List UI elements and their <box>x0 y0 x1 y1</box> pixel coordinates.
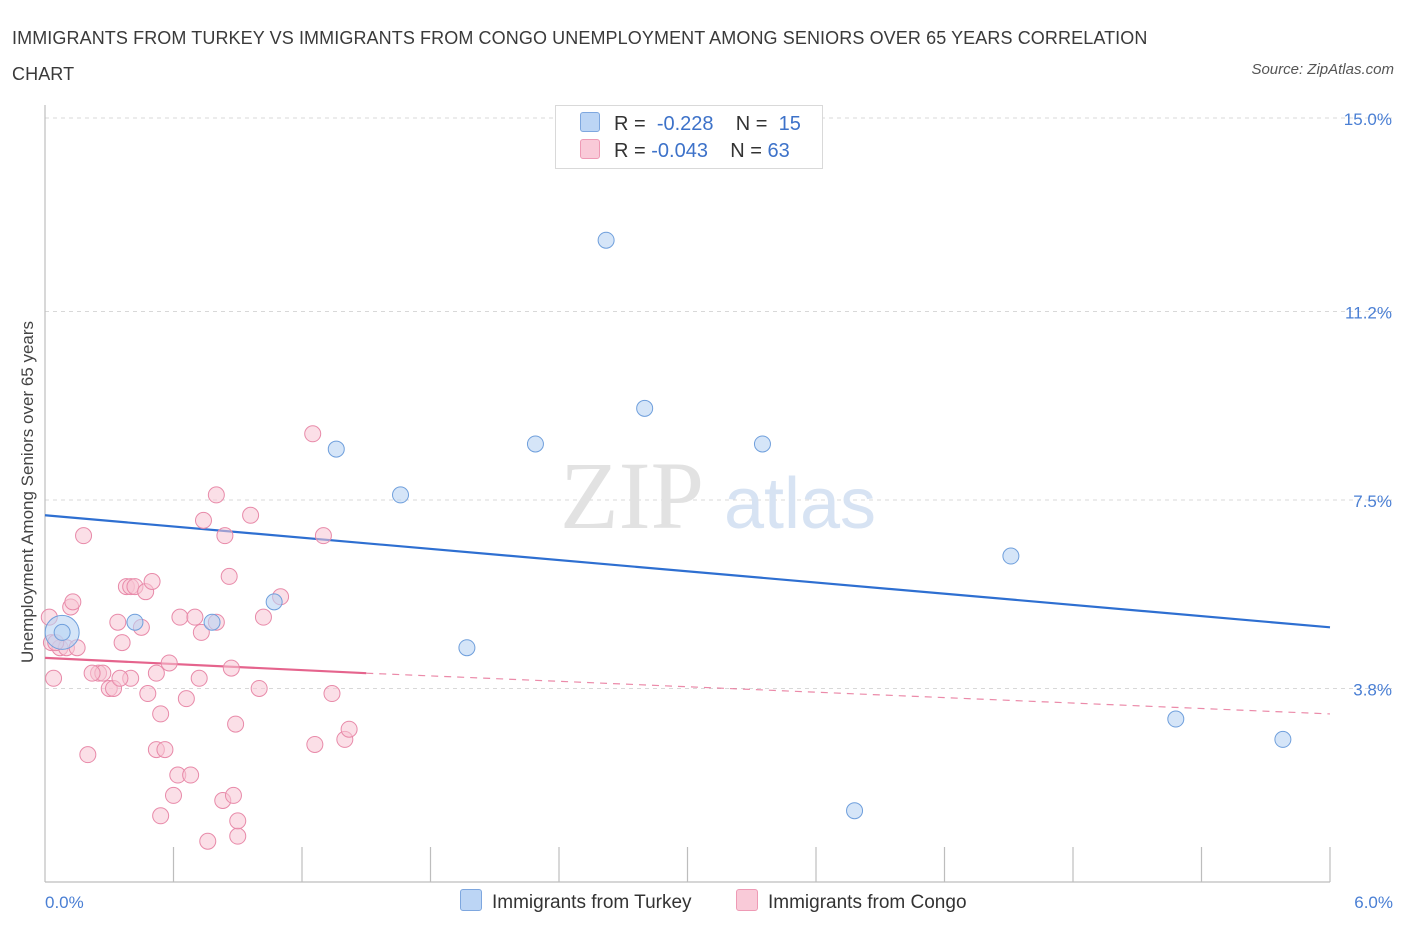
point-congo <box>220 567 238 585</box>
point-turkey <box>1274 730 1292 748</box>
point-congo <box>306 735 324 753</box>
r-value: -0.043 <box>651 140 708 162</box>
r-value: -0.228 <box>656 113 714 135</box>
point-congo <box>207 486 225 504</box>
point-congo <box>111 669 129 687</box>
point-congo <box>165 786 182 804</box>
point-turkey <box>265 593 283 611</box>
r-label: R = <box>614 113 646 135</box>
point-congo <box>75 527 93 545</box>
point-congo <box>177 690 195 708</box>
point-turkey <box>327 440 345 458</box>
legend-item-turkey: Immigrants from Turkey <box>460 889 692 914</box>
point-congo <box>323 685 341 703</box>
point-congo <box>194 511 212 529</box>
point-congo <box>186 608 204 626</box>
legend-label-congo: Immigrants from Congo <box>768 892 967 913</box>
point-congo <box>182 766 200 784</box>
point-turkey <box>636 399 654 417</box>
point-congo <box>113 634 131 652</box>
point-congo <box>199 832 217 850</box>
point-congo <box>222 659 240 677</box>
point-congo <box>224 786 242 804</box>
y-tick-label: 7.5% <box>1353 492 1392 511</box>
n-label: N = <box>735 113 768 135</box>
point-turkey <box>753 435 771 453</box>
watermark: ZIP atlas <box>560 442 876 549</box>
point-congo <box>229 827 247 845</box>
point-turkey <box>392 486 410 504</box>
point-congo <box>64 593 82 611</box>
point-congo <box>216 527 234 545</box>
stats-legend: R = -0.228 N = 15 R = -0.043 N = 63 <box>555 105 823 169</box>
chart-title: IMMIGRANTS FROM TURKEY VS IMMIGRANTS FRO… <box>12 28 1148 84</box>
point-turkey <box>526 435 544 453</box>
r-label: R = <box>614 140 646 162</box>
point-turkey <box>53 623 71 641</box>
n-value: 15 <box>778 113 801 135</box>
point-congo <box>314 527 332 545</box>
point-congo <box>109 613 127 631</box>
tick-labels: 3.8% 7.5% 11.2% 15.0% 0.0% 6.0% <box>45 110 1393 912</box>
n-label: N = <box>730 140 762 162</box>
point-congo <box>139 685 157 703</box>
point-congo <box>229 812 247 830</box>
turkey-legend-swatch <box>460 889 482 911</box>
point-congo <box>190 669 208 687</box>
legend-item-congo: Immigrants from Congo <box>736 889 967 914</box>
point-congo <box>192 623 210 641</box>
point-congo <box>340 720 358 738</box>
congo-swatch <box>580 139 600 159</box>
x-tick-label: 0.0% <box>45 893 84 912</box>
point-congo <box>304 425 322 443</box>
point-congo <box>160 654 178 672</box>
trend-line-congo-extension <box>366 672 1331 715</box>
trend-line-congo <box>44 656 367 675</box>
point-turkey <box>458 639 476 657</box>
x-tick-label: 6.0% <box>1354 893 1393 912</box>
point-turkey <box>846 802 864 820</box>
point-congo <box>152 705 170 723</box>
point-turkey <box>203 613 221 631</box>
n-value: 63 <box>767 140 790 162</box>
axes <box>44 105 1331 883</box>
point-congo <box>254 608 272 626</box>
y-tick-label: 11.2% <box>1345 304 1392 323</box>
point-congo <box>152 807 170 825</box>
turkey-swatch <box>580 112 600 132</box>
data-points <box>40 231 1292 850</box>
point-congo <box>83 664 101 682</box>
point-turkey <box>126 613 144 631</box>
legend-label-turkey: Immigrants from Turkey <box>492 892 692 913</box>
stats-row-turkey: R = -0.228 N = 15 <box>580 112 801 138</box>
point-turkey <box>1002 547 1020 565</box>
congo-legend-swatch <box>736 889 758 911</box>
point-congo <box>171 608 189 626</box>
point-congo <box>143 572 161 590</box>
trend-lines <box>44 514 1331 715</box>
stats-row-congo: R = -0.043 N = 63 <box>580 139 790 165</box>
point-congo <box>242 506 260 524</box>
point-congo <box>147 664 165 682</box>
point-turkey <box>1167 710 1185 728</box>
watermark-atlas: atlas <box>724 464 876 544</box>
y-tick-label: 3.8% <box>1353 680 1392 699</box>
point-congo <box>45 669 63 687</box>
y-tick-label: 15.0% <box>1344 110 1392 129</box>
source-label: Source: ZipAtlas.com <box>1251 61 1394 78</box>
trend-line-turkey <box>44 514 1331 629</box>
watermark-zip: ZIP <box>560 442 704 549</box>
point-congo <box>250 679 268 697</box>
point-turkey <box>597 231 615 249</box>
point-congo <box>156 741 174 759</box>
point-congo <box>227 715 245 733</box>
point-congo <box>79 746 97 764</box>
gridlines <box>45 117 1392 689</box>
